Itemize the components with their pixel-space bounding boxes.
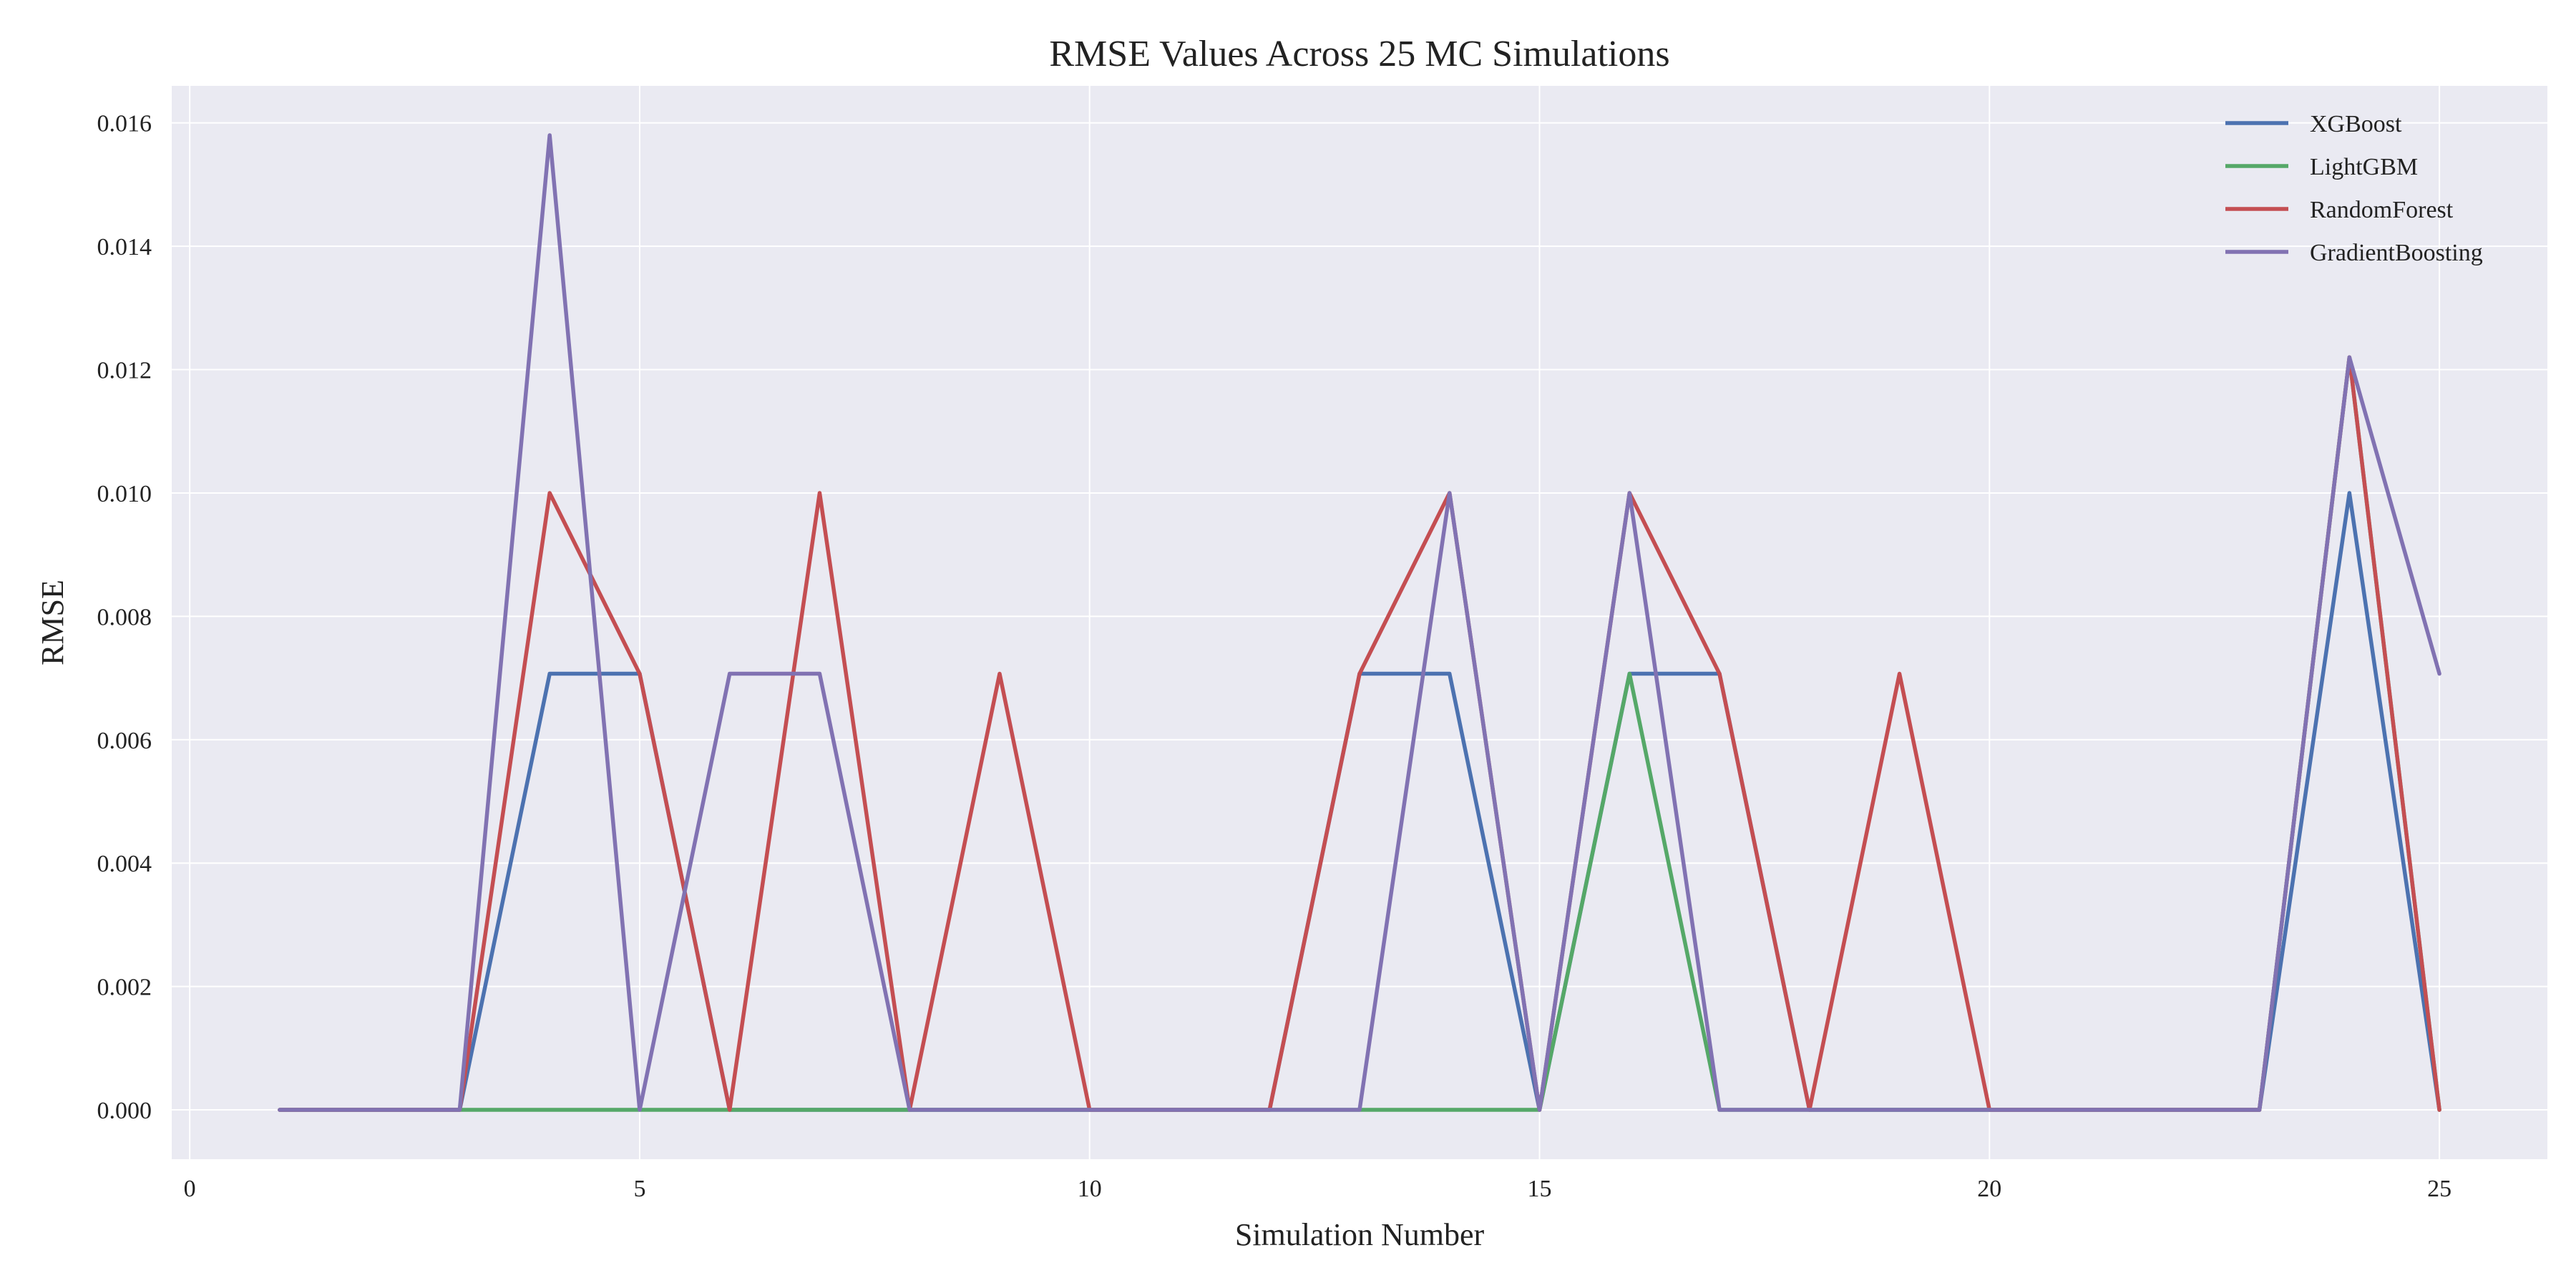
- y-tick-label: 0.000: [97, 1098, 152, 1124]
- x-tick-label: 5: [633, 1176, 645, 1202]
- x-axis-title: Simulation Number: [1235, 1217, 1485, 1252]
- y-tick-label: 0.012: [97, 358, 152, 384]
- x-tick-label: 10: [1078, 1176, 1102, 1202]
- x-tick-label: 15: [1528, 1176, 1552, 1202]
- y-tick-label: 0.014: [97, 234, 152, 260]
- tick-labels: 0 5 10 15 20 25 0.000 0.002 0.004 0.006 0.008 0.010…: [97, 111, 2452, 1202]
- y-tick-label: 0.016: [97, 111, 152, 137]
- y-tick-label: 0.008: [97, 604, 152, 630]
- legend-label-xgboost: XGBoost: [2310, 111, 2402, 137]
- series-lines: [278, 133, 2441, 1112]
- x-tick-label: 0: [184, 1176, 196, 1202]
- y-axis-title: RMSE: [35, 580, 70, 665]
- chart-title: RMSE Values Across 25 MC Simulations: [1049, 34, 1669, 74]
- series-line-gradientboosting: [278, 133, 2441, 1112]
- legend-label-gradientboosting: GradientBoosting: [2310, 240, 2483, 266]
- x-tick-label: 20: [1977, 1176, 2001, 1202]
- y-tick-label: 0.010: [97, 481, 152, 507]
- y-tick-label: 0.002: [97, 975, 152, 1001]
- plot-area: [172, 86, 2547, 1159]
- legend-label-randomforest: RandomForest: [2310, 197, 2454, 223]
- x-tick-label: 25: [2427, 1176, 2451, 1202]
- y-tick-label: 0.004: [97, 851, 152, 877]
- legend-label-lightgbm: LightGBM: [2310, 154, 2418, 180]
- y-tick-label: 0.006: [97, 728, 152, 754]
- legend: XGBoost LightGBM RandomForest GradientBoost…: [2225, 111, 2483, 266]
